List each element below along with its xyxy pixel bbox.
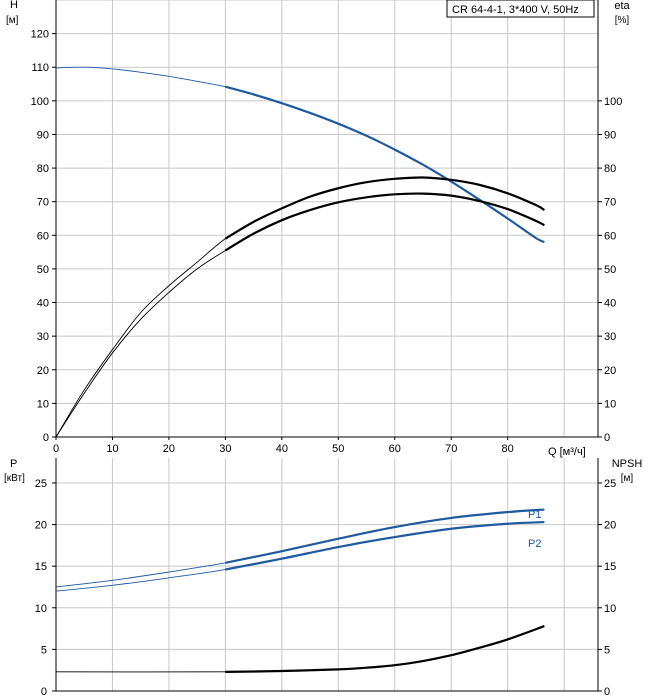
top-left-tick-label: 30 [37, 331, 49, 343]
bottom-left-tick-label: 10 [35, 603, 47, 615]
top-left-tick-label: 80 [37, 163, 49, 175]
top-right-tick-label: 60 [604, 230, 616, 242]
series-label-p2: P2 [528, 538, 541, 550]
x-tick-label: 70 [445, 443, 457, 455]
x-tick-label: 0 [53, 443, 59, 455]
bottom-chart-grid [56, 458, 598, 691]
top-left-tick-label: 10 [37, 398, 49, 410]
x-axis-label: Q [м³/ч] [548, 446, 586, 458]
eta-1-operating-curve [224, 176, 545, 240]
top-left-tick-label: 50 [37, 264, 49, 276]
pump-label-box [446, 0, 595, 18]
top-chart-grid [56, 0, 598, 437]
top-left-axis-title: H [10, 0, 18, 11]
top-right-tick-label: 20 [604, 365, 616, 377]
bottom-left-axis-unit: [кВт] [4, 473, 25, 484]
eta-2-operating-curve [224, 192, 545, 252]
x-tick-label: 30 [219, 443, 231, 455]
bottom-right-axis-unit: [м] [621, 473, 634, 484]
top-right-tick-label: 100 [604, 96, 622, 108]
bottom-left-tick-label: 15 [35, 561, 47, 573]
bottom-left-tick-label: 5 [41, 644, 47, 656]
bottom-left-tick-label: 0 [41, 686, 47, 698]
bottom-right-axis-title: NPSH [612, 458, 643, 470]
x-tick-label: 50 [332, 443, 344, 455]
bottom-right-tick-label: 15 [604, 561, 616, 573]
bottom-right-tick-label: 20 [604, 520, 616, 532]
bottom-right-tick-label: 5 [604, 644, 610, 656]
series-label-p1: P1 [528, 509, 541, 521]
top-left-tick-label: 40 [37, 298, 49, 310]
top-left-tick-label: 110 [31, 62, 49, 74]
top-left-tick-label: 20 [37, 365, 49, 377]
top-right-tick-label: 0 [604, 432, 610, 444]
top-right-tick-label: 40 [604, 298, 616, 310]
top-right-tick-label: 30 [604, 331, 616, 343]
p2-operating-curve [225, 520, 545, 571]
npsh-operating-curve [225, 625, 545, 673]
top-left-tick-label: 120 [31, 29, 49, 41]
bottom-left-axis-title: P [10, 458, 17, 470]
x-tick-label: 60 [389, 443, 401, 455]
top-right-tick-label: 50 [604, 264, 616, 276]
x-tick-label: 20 [163, 443, 175, 455]
top-left-tick-label: 60 [37, 230, 49, 242]
top-right-tick-label: 80 [604, 163, 616, 175]
tick-labels: 0102030405060708090100110120010203040506… [31, 29, 623, 698]
top-left-tick-label: 90 [37, 129, 49, 141]
x-tick-label: 10 [106, 443, 118, 455]
bottom-chart-axes [52, 458, 602, 692]
x-tick-label: 80 [502, 443, 514, 455]
p1-operating-curve [225, 508, 545, 564]
head-operating-curve [225, 85, 545, 244]
top-left-tick-label: 100 [31, 96, 49, 108]
top-chart-axes [52, 0, 602, 440]
bottom-right-tick-label: 25 [604, 478, 616, 490]
top-left-tick-label: 70 [37, 197, 49, 209]
bottom-left-tick-label: 25 [35, 478, 47, 490]
top-right-tick-label: 90 [604, 129, 616, 141]
top-right-tick-label: 70 [604, 197, 616, 209]
pump-label: CR 64-4-1, 3*400 V, 50Hz [452, 4, 579, 16]
top-right-axis-unit: [%] [615, 15, 630, 26]
top-left-tick-label: 0 [43, 432, 49, 444]
bottom-right-tick-label: 0 [604, 686, 610, 698]
top-chart-curves [55, 66, 545, 438]
bottom-chart-curves [55, 508, 545, 673]
top-right-axis-title: eta [614, 0, 630, 12]
bottom-left-tick-label: 20 [35, 520, 47, 532]
top-left-axis-unit: [м] [6, 15, 19, 26]
x-tick-label: 40 [276, 443, 288, 455]
bottom-right-tick-label: 10 [604, 603, 616, 615]
top-right-tick-label: 10 [604, 398, 616, 410]
